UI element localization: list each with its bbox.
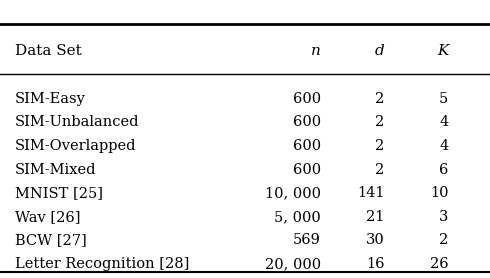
Text: 2: 2 — [375, 139, 385, 153]
Text: 569: 569 — [293, 234, 321, 247]
Text: 26: 26 — [430, 257, 448, 271]
Text: 10, 000: 10, 000 — [265, 186, 321, 200]
Text: 141: 141 — [357, 186, 385, 200]
Text: 600: 600 — [293, 92, 321, 106]
Text: 10: 10 — [430, 186, 448, 200]
Text: 600: 600 — [293, 115, 321, 129]
Text: 2: 2 — [375, 115, 385, 129]
Text: 4: 4 — [439, 139, 448, 153]
Text: 3: 3 — [439, 210, 448, 224]
Text: 30: 30 — [366, 234, 385, 247]
Text: 5, 000: 5, 000 — [274, 210, 321, 224]
Text: 5: 5 — [439, 92, 448, 106]
Text: 2: 2 — [439, 234, 448, 247]
Text: 600: 600 — [293, 163, 321, 177]
Text: 20, 000: 20, 000 — [265, 257, 321, 271]
Text: MNIST [25]: MNIST [25] — [15, 186, 103, 200]
Text: 2: 2 — [375, 163, 385, 177]
Text: Wav [26]: Wav [26] — [15, 210, 80, 224]
Text: 6: 6 — [439, 163, 448, 177]
Text: BCW [27]: BCW [27] — [15, 234, 86, 247]
Text: SIM-Overlapped: SIM-Overlapped — [15, 139, 136, 153]
Text: d: d — [375, 44, 385, 58]
Text: SIM-Mixed: SIM-Mixed — [15, 163, 96, 177]
Text: SIM-Unbalanced: SIM-Unbalanced — [15, 115, 139, 129]
Text: 600: 600 — [293, 139, 321, 153]
Text: 2: 2 — [375, 92, 385, 106]
Text: n: n — [311, 44, 321, 58]
Text: SIM-Easy: SIM-Easy — [15, 92, 86, 106]
Text: Letter Recognition [28]: Letter Recognition [28] — [15, 257, 189, 271]
Text: Data Set: Data Set — [15, 44, 81, 58]
Text: K: K — [437, 44, 448, 58]
Text: 4: 4 — [439, 115, 448, 129]
Text: 16: 16 — [366, 257, 385, 271]
Text: 21: 21 — [366, 210, 385, 224]
